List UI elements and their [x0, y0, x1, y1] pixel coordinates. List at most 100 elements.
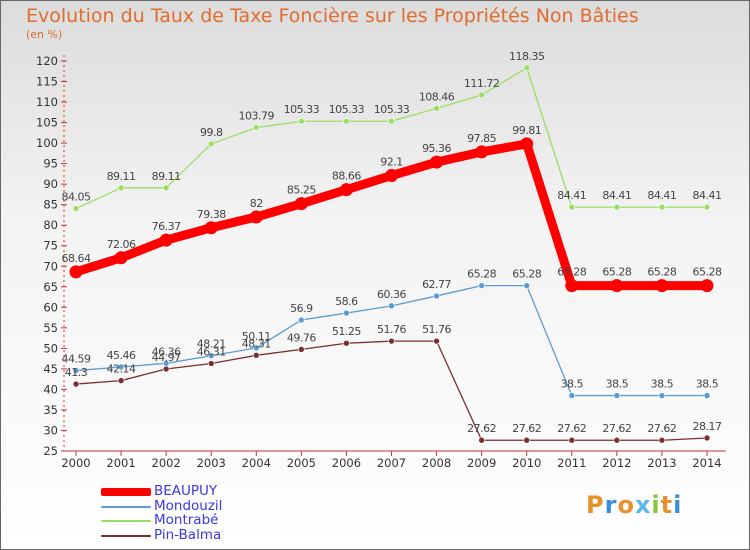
data-point-montrabe	[207, 140, 215, 148]
data-point-montrabe	[613, 203, 621, 211]
data-label-beaupuy: 79.38	[197, 208, 226, 221]
data-label-montrabe: 84.41	[647, 189, 676, 202]
x-tick-label: 2012	[602, 456, 631, 470]
data-label-pin-balma: 51.76	[377, 323, 406, 336]
data-point-beaupuy	[655, 279, 669, 293]
data-label-beaupuy: 82	[250, 197, 263, 210]
data-point-mondouzil	[298, 316, 305, 324]
x-tick-label: 2013	[647, 456, 676, 470]
data-point-pin-balma	[117, 377, 125, 384]
y-tick-label: 40	[43, 382, 58, 396]
data-point-montrabe	[433, 105, 440, 112]
data-point-pin-balma	[613, 436, 621, 444]
data-label-pin-balma: 48.31	[242, 337, 271, 350]
legend-label-montrabe: Montrabé	[154, 512, 219, 528]
data-point-pin-balma	[298, 346, 305, 353]
data-point-mondouzil	[703, 392, 711, 399]
legend-label-beaupuy: BEAUPUY	[154, 483, 218, 499]
data-point-mondouzil	[117, 363, 125, 371]
data-label-pin-balma: 28.17	[693, 420, 722, 433]
logo-letter: i	[673, 491, 683, 519]
y-tick-label: 120	[36, 54, 58, 68]
data-label-pin-balma: 51.25	[332, 325, 361, 338]
data-label-montrabe: 111.72	[464, 77, 500, 90]
legend-item-beaupuy: BEAUPUY	[101, 484, 301, 499]
data-label-mondouzil: 46.36	[152, 345, 181, 358]
x-tick-label: 2006	[332, 456, 361, 470]
data-point-beaupuy	[159, 233, 173, 247]
y-tick-label: 110	[36, 95, 58, 109]
y-tick-label: 25	[43, 444, 58, 458]
data-label-montrabe: 105.33	[374, 103, 410, 116]
data-point-pin-balma	[703, 434, 711, 442]
data-point-pin-balma	[252, 352, 260, 359]
data-label-beaupuy: 85.25	[287, 184, 316, 197]
data-label-beaupuy: 72.06	[107, 238, 136, 251]
data-label-montrabe: 103.79	[239, 110, 275, 123]
data-point-montrabe	[162, 184, 170, 192]
y-tick-label: 85	[43, 198, 58, 212]
data-point-mondouzil	[658, 392, 666, 399]
data-point-beaupuy	[475, 145, 489, 159]
data-point-mondouzil	[568, 392, 576, 399]
data-label-beaupuy: 99.81	[512, 124, 541, 137]
y-tick-label: 45	[43, 362, 58, 376]
legend-swatch-pin-balma	[101, 534, 151, 537]
data-label-pin-balma: 42.14	[107, 363, 136, 376]
y-tick-label: 100	[36, 136, 58, 150]
data-label-montrabe: 108.46	[419, 90, 455, 103]
data-label-mondouzil: 38.5	[651, 378, 674, 391]
legend-item-pin-balma: Pin-Balma	[101, 528, 301, 543]
y-tick-label: 50	[43, 341, 58, 355]
series-layer: 44.59 45.46 46.36 48.21 50.11 56.9 58.6 60.36 62…	[62, 50, 722, 444]
x-tick-label: 2000	[61, 456, 90, 470]
data-point-beaupuy	[430, 155, 444, 169]
x-tick-label: 2005	[287, 456, 316, 470]
data-point-beaupuy	[249, 210, 263, 224]
data-label-mondouzil: 50.11	[242, 330, 271, 343]
data-point-pin-balma	[162, 365, 170, 373]
data-point-montrabe	[72, 205, 80, 212]
data-label-montrabe: 84.05	[62, 191, 91, 204]
data-label-pin-balma: 27.62	[647, 422, 676, 435]
data-label-beaupuy: 65.28	[647, 266, 676, 279]
data-point-beaupuy	[114, 251, 128, 265]
data-label-mondouzil: 44.59	[62, 353, 91, 366]
data-label-beaupuy: 65.28	[557, 266, 586, 279]
data-label-beaupuy: 92.1	[380, 156, 403, 169]
logo-letter: r	[604, 491, 618, 519]
data-point-beaupuy	[385, 169, 398, 183]
series-pin-balma: 41.3 42.14 44.97 46.31 48.31 49.76 51.25 51.76 5…	[65, 323, 722, 444]
data-point-montrabe	[478, 91, 485, 99]
data-point-mondouzil	[433, 292, 440, 300]
data-point-beaupuy	[520, 137, 534, 151]
data-label-pin-balma: 41.3	[65, 366, 88, 379]
legend-swatch-beaupuy	[101, 488, 151, 496]
y-tick-label: 55	[43, 321, 58, 335]
x-tick-label: 2007	[377, 456, 406, 470]
data-label-mondouzil: 45.46	[107, 349, 136, 362]
series-beaupuy: 68.64 72.06 76.37 79.38 82 85.25 88.66 92.1 95.3…	[62, 124, 722, 293]
data-point-pin-balma	[343, 339, 350, 347]
data-label-pin-balma: 49.76	[287, 331, 316, 344]
data-label-montrabe: 99.8	[200, 126, 223, 139]
data-label-montrabe: 84.41	[557, 189, 586, 202]
series-line-montrabe	[75, 67, 708, 210]
data-point-pin-balma	[658, 436, 666, 444]
data-point-montrabe	[252, 124, 260, 131]
y-tick-label: 75	[43, 239, 58, 253]
data-point-pin-balma	[523, 436, 531, 444]
data-point-pin-balma	[388, 337, 395, 345]
data-point-pin-balma	[433, 337, 440, 345]
data-point-montrabe	[658, 203, 666, 211]
data-label-mondouzil: 56.9	[290, 302, 313, 315]
data-point-mondouzil	[252, 344, 260, 352]
data-point-mondouzil	[613, 392, 621, 399]
data-label-mondouzil: 38.5	[606, 378, 629, 391]
legend: BEAUPUY Mondouzil Montrabé Pin-Balma	[101, 484, 301, 542]
data-label-beaupuy: 76.37	[152, 220, 181, 233]
data-point-beaupuy	[69, 265, 83, 279]
data-label-montrabe: 89.11	[152, 170, 181, 183]
data-point-mondouzil	[478, 282, 485, 289]
